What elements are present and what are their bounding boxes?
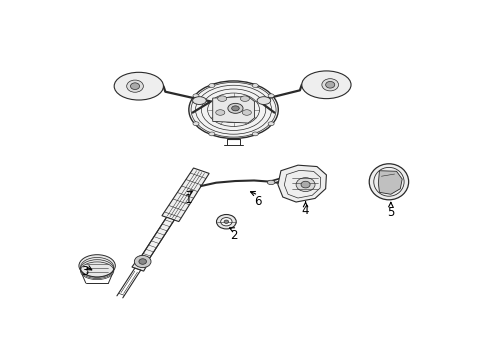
Ellipse shape — [126, 80, 143, 92]
Ellipse shape — [188, 81, 278, 139]
Text: 4: 4 — [301, 204, 309, 217]
Polygon shape — [139, 217, 174, 263]
Ellipse shape — [252, 132, 258, 136]
Ellipse shape — [114, 72, 163, 100]
Ellipse shape — [224, 220, 228, 223]
Ellipse shape — [368, 164, 408, 200]
Text: 5: 5 — [386, 206, 394, 219]
Ellipse shape — [227, 103, 243, 113]
Ellipse shape — [193, 122, 199, 126]
Ellipse shape — [301, 71, 350, 99]
Ellipse shape — [216, 215, 236, 229]
Ellipse shape — [130, 83, 139, 90]
Ellipse shape — [257, 97, 270, 104]
Text: 3: 3 — [81, 265, 88, 278]
Ellipse shape — [325, 81, 334, 88]
Polygon shape — [212, 96, 254, 123]
Ellipse shape — [301, 181, 309, 188]
Text: 2: 2 — [229, 229, 237, 242]
Polygon shape — [378, 171, 401, 194]
Ellipse shape — [193, 94, 199, 98]
Ellipse shape — [208, 132, 214, 136]
Ellipse shape — [267, 94, 274, 98]
Ellipse shape — [267, 180, 274, 185]
Ellipse shape — [231, 106, 239, 111]
Ellipse shape — [296, 177, 314, 192]
Ellipse shape — [134, 256, 151, 267]
Ellipse shape — [192, 97, 206, 104]
Text: 6: 6 — [254, 195, 262, 208]
Ellipse shape — [217, 96, 226, 102]
Ellipse shape — [215, 110, 224, 115]
Text: 1: 1 — [184, 193, 191, 206]
Ellipse shape — [242, 110, 251, 115]
Ellipse shape — [220, 217, 232, 226]
Ellipse shape — [267, 122, 274, 126]
Ellipse shape — [208, 84, 214, 87]
Ellipse shape — [139, 259, 146, 264]
Ellipse shape — [321, 79, 338, 91]
Polygon shape — [162, 168, 209, 221]
Ellipse shape — [252, 84, 258, 87]
Polygon shape — [277, 165, 326, 202]
Ellipse shape — [79, 255, 115, 277]
Ellipse shape — [240, 96, 249, 102]
Polygon shape — [132, 256, 150, 271]
